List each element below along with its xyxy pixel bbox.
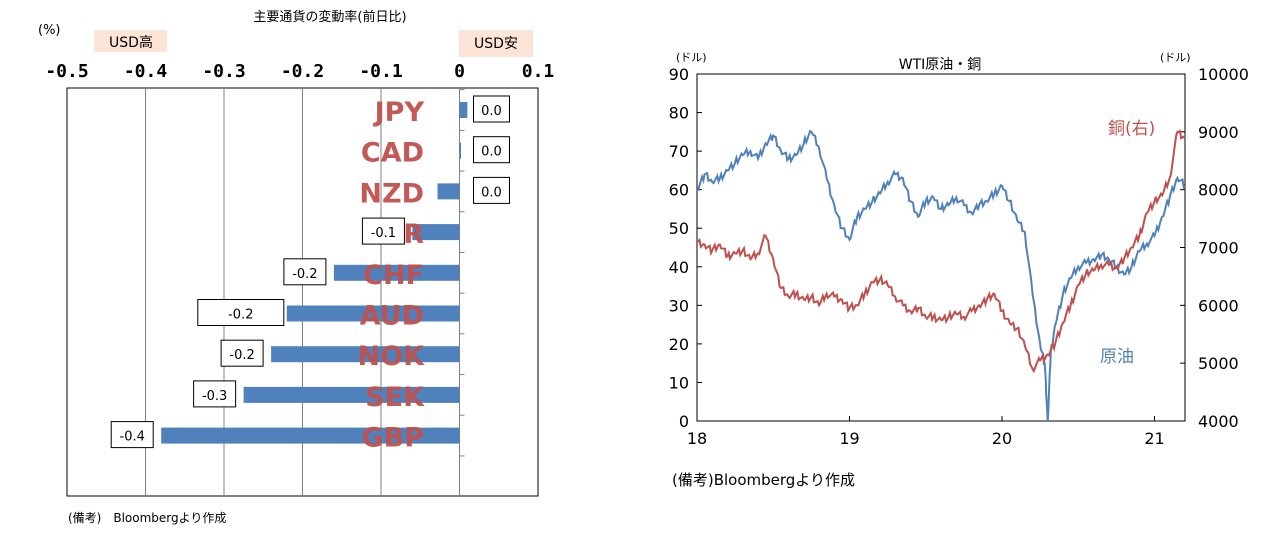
left-y-tick-label: 60 [669,181,689,200]
bar-aud [286,305,460,322]
right-chart-title: WTI原油・銅 [899,57,982,73]
right-lines [696,129,1186,422]
left-y-tick-label: 0 [679,412,689,431]
bar-cad [459,142,461,159]
left-y-tick-label: 40 [669,258,689,277]
data-label-nok: -0.2 [229,348,254,363]
crude-oil-line [696,129,1186,422]
left-y-tick-label: 20 [669,335,689,354]
left-y-tick-label: 10 [669,373,689,392]
left-y-tick-label: 80 [669,104,689,123]
x-tick-label: 19 [839,429,859,448]
copper-series-label: 銅(右) [1108,119,1155,139]
right-y-tick-label: 6000 [1198,296,1239,315]
data-label-chf: -0.2 [292,267,317,282]
category-label-chf: CHF [363,260,424,291]
bar-gbp [161,427,460,444]
wti-copper-chart: WTI原油・銅 (ドル) (ドル) 0 10 20 30 40 50 60 70 80 90 400… [669,51,1249,489]
bar-nzd [437,183,460,200]
x-tick-label: 18 [687,429,707,448]
left-y-tick-label: 70 [669,142,689,161]
data-label-eur: -0.1 [371,226,396,241]
left-tick-label: -0.4 [124,61,168,82]
right-y-tick-label: 7000 [1198,239,1239,258]
right-axes: 0 10 20 30 40 50 60 70 80 90 4000 5000 6000 7000 8000 9… [669,65,1249,448]
data-label-cad: 0.0 [481,145,502,160]
left-tick-label: 0.1 [522,61,555,82]
bar-sek [243,386,460,403]
usd-strong-label: USD高 [109,34,153,51]
left-axis-ticks: -0.5 -0.4 -0.3 -0.2 -0.1 0 0.1 [45,61,554,82]
left-tick-label: -0.1 [359,61,402,82]
currency-change-chart: 主要通貨の変動率(前日比) (%) USD高 USD安 -0.5 -0.4 -0.3… [38,9,554,525]
data-label-box-gbp [110,421,154,449]
category-label-gbp: GBP [361,423,424,454]
usd-weak-badge [459,30,533,57]
data-label-gbp: -0.4 [120,430,145,445]
right-y-tick-label: 9000 [1198,123,1239,142]
usd-weak-label: USD安 [474,36,518,52]
left-tick-label: -0.5 [45,61,88,82]
left-y-tick-label: 30 [669,296,689,315]
left-unit-label: (%) [38,23,61,38]
right-y-tick-label: 5000 [1198,354,1239,373]
category-label-sek: SEK [365,382,425,413]
right-y-tick-label: 10000 [1198,65,1249,84]
crude-series-label: 原油 [1100,347,1134,367]
right-left-unit: (ドル) [676,51,707,64]
data-label-box-jpy [473,95,510,123]
left-y-tick-label: 90 [669,65,689,84]
data-label-nzd: 0.0 [481,185,502,200]
left-tick-label: -0.2 [281,61,324,82]
left-chart-title: 主要通貨の変動率(前日比) [253,9,406,25]
x-tick-label: 21 [1144,429,1164,448]
data-label-box-sek [193,380,237,408]
category-label-nzd: NZD [359,178,424,209]
data-label-sek: -0.3 [202,389,227,404]
bar-jpy [459,102,468,118]
category-label-nok: NOK [358,341,426,372]
x-tick-label: 20 [992,429,1012,448]
bar-nok [271,346,460,363]
right-note: (備考)Bloombergより作成 [672,471,855,489]
data-label-box-chf [283,258,327,286]
bar-chf [333,264,460,281]
data-label-box-nok [220,339,264,367]
data-label-box-aud [197,299,285,326]
category-label-aud: AUD [360,301,424,332]
right-y-tick-label: 8000 [1198,181,1239,200]
category-label-jpy: JPY [373,97,425,128]
right-y-tick-label: 4000 [1198,412,1239,431]
usd-strong-badge [94,30,167,52]
data-label-aud: -0.2 [228,308,253,323]
left-note: (備考) Bloombergより作成 [68,510,226,525]
left-tick-label: 0 [454,61,465,82]
data-label-box-eur [361,217,405,245]
right-right-unit: (ドル) [1160,51,1191,64]
copper-line [696,129,1186,374]
data-label-box-cad [473,136,510,164]
left-y-tick-label: 50 [669,219,689,238]
bar-eur [412,224,460,241]
category-label-cad: CAD [361,138,424,169]
left-tick-label: -0.3 [202,61,245,82]
left-bars: JPY0.0CAD0.0NZD0.0EUR-0.1CHF-0.2AUD-0.2N… [110,95,510,454]
data-label-box-nzd [473,176,510,204]
data-label-jpy: 0.0 [481,104,502,119]
